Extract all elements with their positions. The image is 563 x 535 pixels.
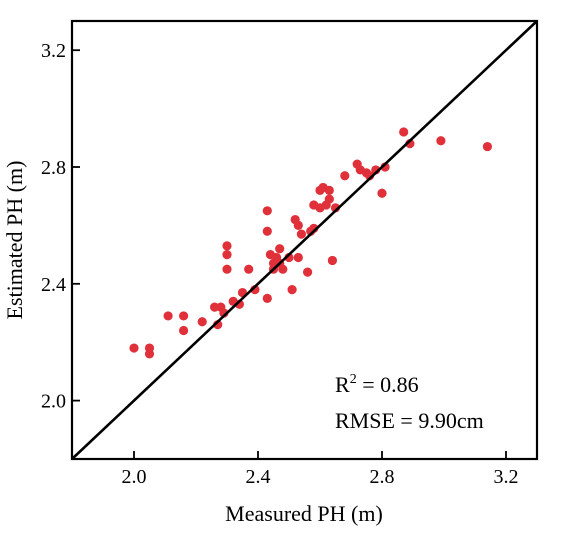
points-layer bbox=[129, 127, 492, 359]
one-to-one-line bbox=[71, 20, 538, 460]
data-point bbox=[222, 264, 232, 274]
data-point bbox=[262, 226, 272, 236]
data-point bbox=[262, 293, 272, 303]
data-point bbox=[222, 241, 232, 251]
y-axis-label: Estimated PH (m) bbox=[2, 161, 27, 320]
data-point bbox=[129, 343, 139, 353]
x-tick-label: 2.8 bbox=[370, 466, 395, 488]
x-tick-label: 3.2 bbox=[494, 466, 519, 488]
data-point bbox=[324, 185, 334, 195]
r-squared-annotation: R2 = 0.86 bbox=[335, 372, 419, 397]
data-point bbox=[324, 194, 334, 204]
data-point bbox=[327, 255, 337, 266]
data-point bbox=[179, 311, 189, 321]
x-ticks: 2.0 2.4 2.8 3.2 bbox=[122, 451, 519, 488]
data-point bbox=[340, 171, 350, 181]
r-squared-superscript: 2 bbox=[350, 372, 357, 387]
y-tick-label: 2.8 bbox=[41, 157, 66, 179]
x-tick-label: 2.0 bbox=[122, 466, 147, 488]
data-point bbox=[144, 343, 155, 353]
data-point bbox=[293, 220, 303, 230]
y-ticks: 2.0 2.4 2.8 3.2 bbox=[41, 40, 80, 413]
data-point bbox=[244, 264, 254, 274]
data-point bbox=[262, 206, 272, 216]
r-squared-value: = 0.86 bbox=[357, 372, 419, 397]
data-point bbox=[377, 188, 387, 198]
data-point bbox=[179, 325, 189, 336]
data-point bbox=[278, 264, 288, 274]
y-tick-label: 2.0 bbox=[41, 391, 66, 413]
rmse-annotation: RMSE = 9.90cm bbox=[335, 408, 484, 433]
y-tick-label: 2.4 bbox=[41, 274, 66, 296]
data-point bbox=[303, 267, 313, 277]
data-point bbox=[482, 141, 492, 152]
data-point bbox=[436, 136, 446, 146]
data-point bbox=[296, 229, 306, 239]
data-point bbox=[293, 252, 303, 263]
data-point bbox=[222, 250, 232, 260]
data-point bbox=[275, 244, 285, 254]
data-point bbox=[287, 285, 297, 295]
data-point bbox=[163, 311, 173, 321]
y-tick-label: 3.2 bbox=[41, 40, 66, 62]
data-point bbox=[197, 317, 207, 327]
x-axis-label: Measured PH (m) bbox=[225, 501, 383, 526]
x-tick-label: 2.4 bbox=[246, 466, 271, 488]
r-squared-symbol: R bbox=[335, 372, 350, 397]
plot-frame bbox=[70, 19, 539, 461]
data-point bbox=[399, 127, 409, 137]
